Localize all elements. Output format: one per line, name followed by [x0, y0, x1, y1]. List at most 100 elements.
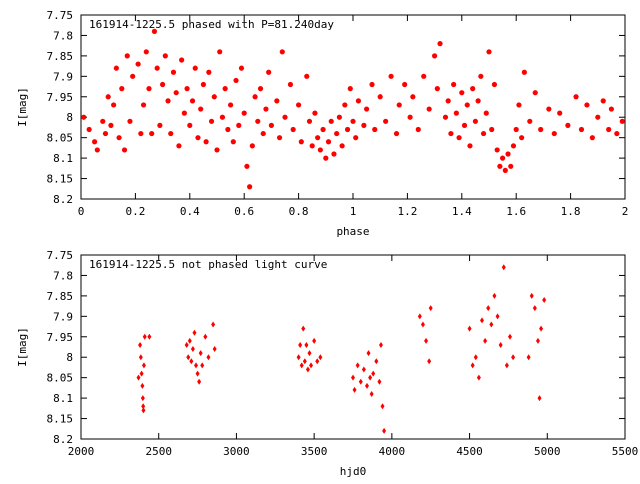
x-tick-label: 1.6 — [506, 205, 526, 218]
data-point — [127, 118, 133, 124]
data-point — [206, 354, 211, 361]
y-tick-label: 8 — [66, 111, 73, 124]
data-point — [480, 130, 487, 137]
data-point — [366, 350, 371, 357]
y-tick-label: 8.1 — [53, 152, 73, 165]
data-point — [486, 49, 492, 55]
data-point — [467, 325, 472, 332]
data-point — [247, 184, 253, 190]
data-point — [195, 370, 200, 377]
data-point — [189, 98, 196, 104]
y-tick-label: 7.9 — [53, 70, 73, 83]
x-tick-label: 0.2 — [125, 205, 145, 218]
data-point — [111, 102, 117, 108]
y-tick-label: 7.8 — [53, 269, 73, 282]
data-point — [396, 102, 402, 108]
data-point — [198, 350, 203, 357]
data-point — [489, 126, 495, 133]
y-tick-label: 8.05 — [47, 132, 74, 145]
data-point — [203, 139, 209, 145]
y-tick-label: 8.15 — [47, 173, 74, 186]
data-point — [486, 305, 491, 312]
data-point — [358, 378, 363, 385]
data-point — [143, 49, 149, 55]
data-point — [344, 126, 351, 133]
data-point — [519, 135, 525, 141]
data-point — [470, 86, 476, 92]
data-point — [173, 90, 179, 96]
y-tick-label: 7.95 — [47, 331, 74, 344]
data-point — [121, 147, 128, 153]
data-point — [187, 337, 192, 344]
data-point — [320, 126, 326, 133]
data-point — [355, 98, 362, 104]
data-point — [600, 98, 606, 104]
y-tick-label: 8.15 — [47, 413, 74, 426]
data-point — [467, 143, 473, 149]
data-point — [192, 65, 198, 71]
data-point — [377, 94, 383, 100]
data-point — [328, 118, 334, 124]
y-tick-label: 8 — [66, 351, 73, 364]
data-point — [212, 346, 217, 353]
y-tick-label: 7.9 — [53, 310, 73, 323]
data-point — [307, 350, 312, 357]
data-point — [108, 122, 114, 128]
data-point — [290, 126, 296, 133]
data-point — [352, 386, 357, 393]
y-tick-label: 7.8 — [53, 29, 73, 42]
data-point — [437, 41, 443, 47]
data-point — [369, 81, 375, 88]
data-point — [495, 313, 500, 320]
data-point — [500, 155, 506, 161]
data-point — [317, 147, 323, 153]
data-point — [184, 341, 189, 348]
data-point — [420, 321, 425, 328]
data-point — [116, 135, 122, 141]
data-point — [301, 325, 306, 332]
data-point — [298, 139, 304, 145]
x-tick-label: 1 — [350, 205, 357, 218]
data-point — [331, 151, 337, 157]
x-tick-label: 4500 — [456, 445, 483, 458]
data-point — [142, 333, 147, 340]
data-point — [369, 391, 374, 398]
data-point — [312, 110, 318, 116]
data-point — [361, 122, 367, 128]
y-tick-label: 8.05 — [47, 372, 74, 385]
y-axis-label-bottom: I[mag] — [16, 327, 29, 367]
plot-frame-top — [80, 14, 626, 200]
chart-title-top: 161914-1225.5 phased with P=81.240day — [89, 18, 334, 31]
data-point — [170, 69, 177, 75]
data-point — [233, 77, 239, 84]
y-axis-label-top: I[mag] — [16, 87, 29, 127]
data-point — [504, 362, 509, 369]
data-point — [473, 354, 478, 361]
y-tick-label: 7.75 — [47, 249, 74, 262]
data-point — [421, 73, 427, 79]
data-point — [186, 354, 191, 361]
y-tick-label: 7.75 — [47, 9, 74, 22]
data-point — [165, 98, 171, 104]
data-point — [426, 106, 432, 112]
data-point — [511, 354, 516, 361]
data-point — [217, 49, 223, 55]
data-point — [491, 81, 498, 88]
data-point — [299, 362, 304, 369]
data-point — [263, 106, 269, 112]
data-point — [589, 135, 595, 141]
data-point — [483, 110, 489, 116]
data-point — [361, 366, 366, 373]
data-point — [138, 354, 143, 361]
data-point — [476, 374, 481, 381]
data-point — [141, 403, 146, 410]
data-point — [537, 395, 542, 402]
data-point — [279, 49, 285, 55]
data-point — [140, 382, 145, 389]
data-point — [287, 81, 294, 88]
data-point — [526, 354, 531, 361]
data-point — [516, 102, 522, 108]
data-point — [222, 86, 228, 92]
x-tick-label: 0.6 — [234, 205, 254, 218]
x-tick-label: 2500 — [145, 445, 172, 458]
